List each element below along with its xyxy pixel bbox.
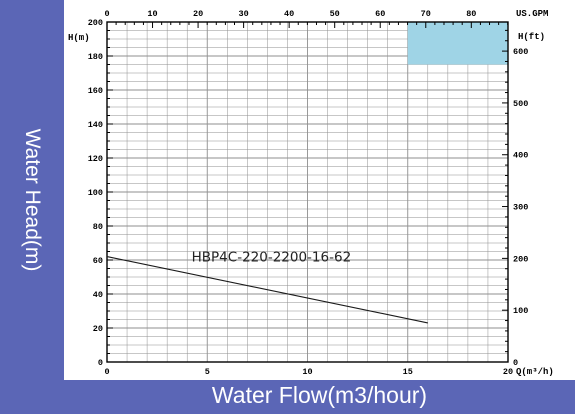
top-tick-label: 50 <box>330 9 340 19</box>
y-tick-label: 140 <box>88 120 103 130</box>
x-tick-label: 5 <box>205 367 210 377</box>
y-axis-title: Water Head(m) <box>21 128 44 272</box>
top-tick-label: 30 <box>239 9 249 19</box>
y-unit-label: H(m) <box>68 33 90 43</box>
top-tick-label: 60 <box>375 9 385 19</box>
x-tick-label: 20 <box>503 367 513 377</box>
x-tick-label: 10 <box>302 367 312 377</box>
top-tick-label: 20 <box>193 9 203 19</box>
right-tick-label: 600 <box>513 47 528 57</box>
y-tick-label: 160 <box>88 86 103 96</box>
right-tick-label: 200 <box>513 254 528 264</box>
top-tick-label: 70 <box>421 9 431 19</box>
top-tick-label: 10 <box>147 9 157 19</box>
axes <box>106 21 509 363</box>
right-tick-label: 400 <box>513 151 528 161</box>
chart-panel: 0 20 40 60 80 100 120 140 160 180 200 0 5 10 15 20 0 10 20… <box>64 0 575 380</box>
top-tick-label: 0 <box>104 9 109 19</box>
highlight-region <box>407 22 508 65</box>
y-tick-label: 40 <box>93 290 103 300</box>
series-layer <box>106 256 428 324</box>
y-tick-label: 20 <box>93 324 103 334</box>
x-unit-label: Q(m³/h) <box>516 367 554 377</box>
right-tick-label: 300 <box>513 203 528 213</box>
right-unit-label: H(ft) <box>518 32 545 42</box>
highlight-box <box>407 22 508 65</box>
y-tick-label: 120 <box>88 154 103 164</box>
right-tick-label: 500 <box>513 99 528 109</box>
y-tick-label: 0 <box>98 358 103 368</box>
curve-label: HBP4C-220-2200-16-62 <box>192 250 352 266</box>
grid-lines <box>106 21 509 363</box>
pump-curve-line <box>106 256 428 324</box>
top-tick-label: 40 <box>284 9 294 19</box>
y-tick-label: 100 <box>88 188 103 198</box>
y-tick-label: 180 <box>88 52 103 62</box>
top-unit-label: US.GPM <box>516 9 548 19</box>
top-tick-label: 80 <box>466 9 476 19</box>
x-axis-title: Water Flow(m3/hour) <box>211 382 428 408</box>
y-tick-label: 200 <box>88 18 103 28</box>
y-tick-label: 60 <box>93 256 103 266</box>
x-tick-label: 15 <box>403 367 413 377</box>
y-tick-label: 80 <box>93 222 103 232</box>
x-tick-label: 0 <box>104 367 109 377</box>
right-tick-label: 0 <box>513 358 518 368</box>
right-tick-label: 100 <box>513 306 528 316</box>
